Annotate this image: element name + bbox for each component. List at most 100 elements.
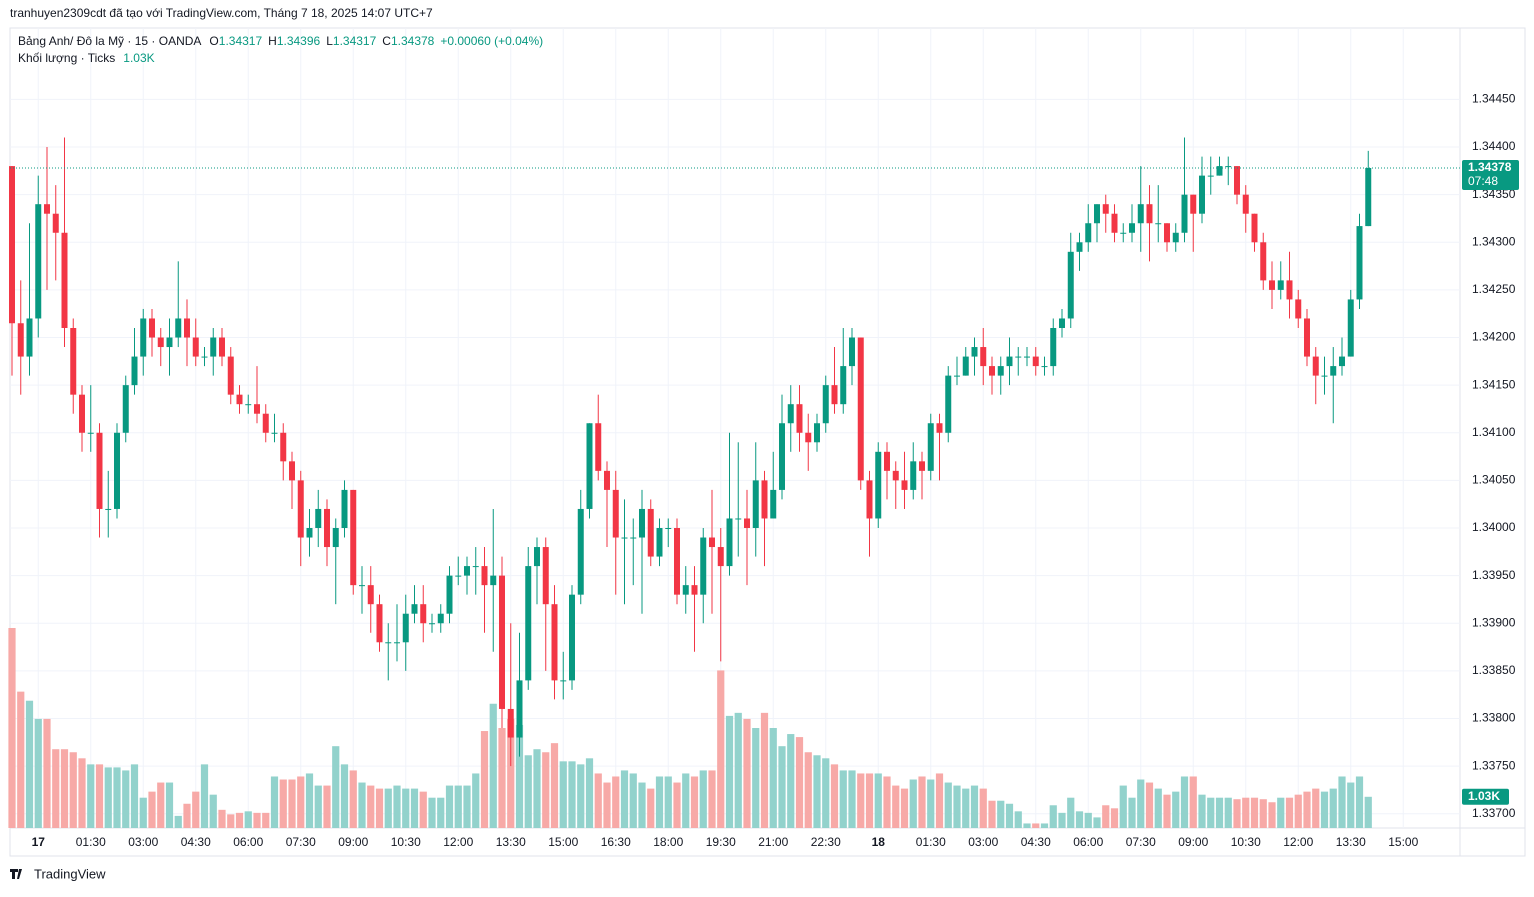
volume-bar — [1172, 791, 1180, 828]
candle-body — [744, 518, 750, 528]
y-tick-label: 1.33850 — [1472, 663, 1516, 677]
candle-body — [1356, 226, 1363, 300]
candle-body — [26, 318, 33, 357]
candle-body — [989, 366, 995, 376]
candle-body — [1050, 328, 1057, 367]
volume-bar — [332, 746, 340, 828]
candle-body — [35, 204, 42, 319]
ohlc-label: H — [268, 34, 277, 48]
candle-body — [114, 432, 120, 509]
candle-body — [455, 575, 462, 577]
volume-bar — [778, 746, 786, 828]
x-tick-label: 07:30 — [1126, 835, 1156, 849]
candle-body — [1137, 204, 1144, 224]
volume-bar — [17, 691, 25, 828]
ohlc-label: O — [209, 34, 218, 48]
candle-body — [665, 528, 672, 529]
volume-bar — [209, 794, 217, 828]
volume-bar — [524, 755, 532, 828]
volume-bar — [323, 785, 331, 828]
volume-bar — [1329, 788, 1337, 828]
candle-body — [306, 528, 313, 538]
volume-bar — [95, 764, 104, 828]
volume-bar — [620, 770, 629, 828]
volume-bar — [515, 724, 524, 828]
candle-body — [1120, 232, 1127, 234]
volume-bar — [8, 628, 16, 828]
x-tick-label: 09:00 — [338, 835, 368, 849]
volume-legend: Khối lượng · Ticks 1.03K — [18, 51, 155, 65]
x-tick-label: 18 — [872, 835, 886, 849]
volume-bar — [594, 773, 602, 828]
volume-bar — [769, 728, 777, 828]
volume-bar — [262, 812, 270, 828]
candle-body — [1172, 232, 1179, 243]
volume-bar — [305, 773, 314, 828]
volume-bar — [997, 800, 1005, 828]
volume-bar — [603, 782, 611, 828]
candle-body — [910, 461, 917, 490]
y-tick-label: 1.33950 — [1472, 568, 1516, 582]
candle-body — [96, 432, 103, 509]
volume-bar — [1023, 823, 1031, 828]
candle-body — [796, 404, 803, 433]
candle-body — [1286, 280, 1293, 300]
volume-bar — [1154, 788, 1162, 828]
candle-body — [700, 537, 707, 595]
volume-bar — [1355, 776, 1364, 828]
candle-body — [52, 213, 59, 233]
volume-bar — [612, 776, 620, 828]
last-price-label: 1.34378 — [1468, 160, 1512, 174]
ohlc-value: 1.34378 — [391, 34, 435, 48]
x-tick-label: 21:00 — [758, 835, 788, 849]
volume-bar — [1049, 805, 1057, 828]
candle-body — [192, 337, 199, 357]
volume-bar — [1110, 808, 1119, 828]
y-tick-label: 1.34000 — [1472, 520, 1516, 534]
x-tick-label: 15:00 — [1388, 835, 1418, 849]
candle-body — [1041, 366, 1048, 368]
volume-bar — [60, 749, 69, 828]
volume-bar — [200, 764, 209, 828]
candle-body — [1304, 318, 1310, 357]
volume-bar — [393, 785, 401, 828]
candle-body — [674, 528, 680, 595]
candle-body — [122, 385, 129, 433]
volume-bar — [752, 728, 760, 828]
candle-body — [717, 547, 724, 567]
volume-bar — [638, 782, 646, 828]
volume-bar — [839, 770, 847, 828]
x-tick-label: 06:00 — [233, 835, 263, 849]
candle-body — [341, 489, 348, 528]
candle-body — [892, 470, 899, 481]
x-tick-label: 18:00 — [653, 835, 683, 849]
candle-body — [735, 518, 742, 520]
candle-body — [1059, 318, 1065, 328]
y-tick-label: 1.34050 — [1472, 473, 1516, 487]
candle-body — [367, 585, 374, 605]
volume-bar — [585, 758, 594, 828]
volume-bar — [34, 718, 42, 828]
volume-bar — [629, 773, 637, 828]
candle-body — [954, 375, 960, 377]
last-price-box — [1462, 160, 1519, 190]
ohlc-value: 1.34317 — [219, 34, 263, 48]
volume-bar — [1294, 794, 1302, 828]
candle-body — [315, 508, 322, 528]
candle-body — [875, 451, 882, 519]
candle-body — [464, 566, 470, 576]
y-tick-label: 1.34300 — [1472, 234, 1516, 248]
volume-bar — [988, 800, 996, 828]
candle-body — [849, 337, 855, 367]
ohlc-value: 1.34317 — [333, 34, 377, 48]
volume-bar — [550, 743, 559, 828]
candle-body — [604, 470, 610, 490]
candle-body — [919, 461, 925, 471]
candle-body — [866, 480, 873, 519]
candle-body — [297, 480, 304, 538]
candle-body — [499, 575, 505, 709]
candle-body — [1242, 194, 1249, 214]
volume-bar — [1067, 797, 1075, 828]
volume-bar — [682, 773, 690, 828]
candle-body — [140, 318, 147, 357]
